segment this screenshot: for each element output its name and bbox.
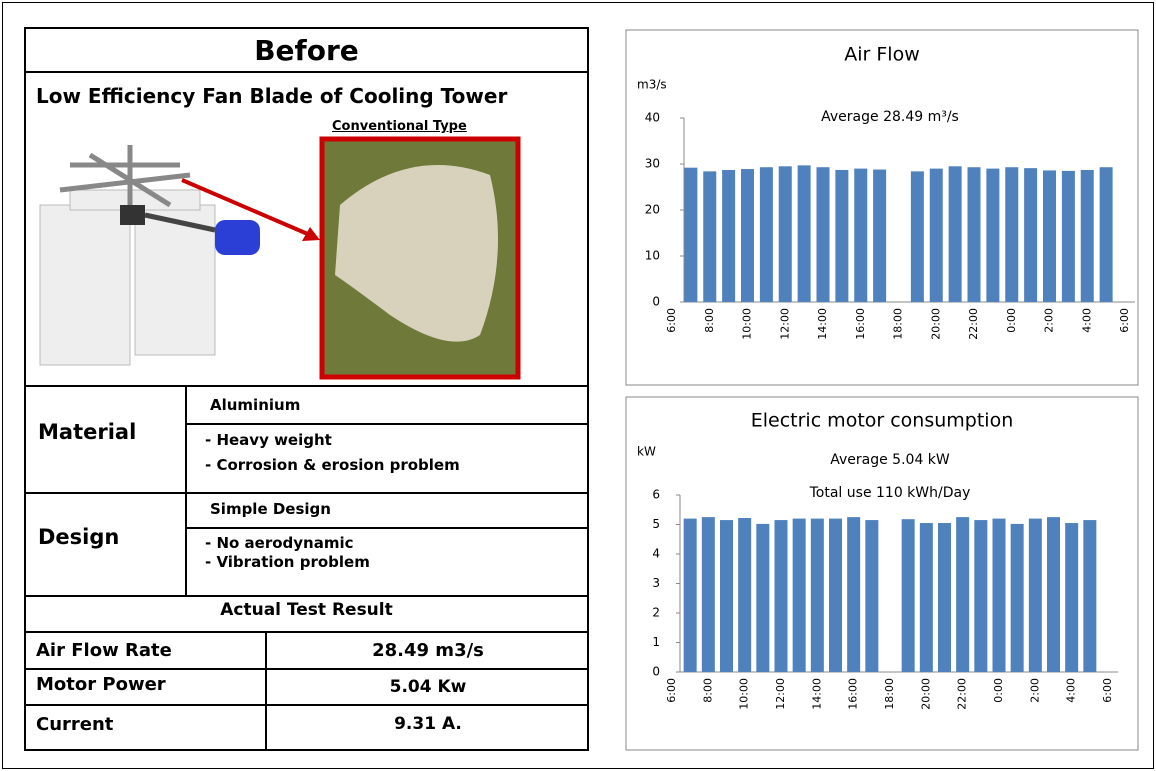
bar	[811, 519, 824, 672]
x-tick-label: 16:00	[847, 678, 860, 710]
y-tick-label: 20	[645, 203, 660, 217]
x-tick-label: 6:00	[1118, 308, 1131, 333]
x-tick-label: 14:00	[816, 308, 829, 340]
x-tick-label: 6:00	[665, 308, 678, 333]
bar	[835, 170, 848, 302]
bar	[741, 169, 754, 302]
annotation: Average 28.49 m³/s	[821, 109, 959, 125]
bar	[793, 519, 806, 672]
bar	[956, 517, 969, 672]
bar	[902, 519, 915, 672]
y-tick-label: 0	[652, 295, 660, 309]
bar	[722, 170, 735, 302]
x-tick-label: 8:00	[703, 308, 716, 333]
bar	[1024, 168, 1037, 302]
bar	[1100, 167, 1113, 302]
y-tick-label: 0	[652, 665, 660, 679]
bar	[911, 171, 924, 302]
x-tick-label: 6:00	[665, 678, 678, 703]
y-tick-label: 3	[652, 576, 660, 590]
bar	[720, 520, 733, 672]
bar	[847, 517, 860, 672]
bar	[920, 523, 933, 672]
bar	[865, 520, 878, 672]
bar	[760, 167, 773, 302]
y-axis-label: kW	[637, 445, 656, 459]
bar	[1065, 523, 1078, 672]
page: {"panel": {"title": "Before", "subtitle"…	[0, 0, 1156, 771]
x-tick-label: 2:00	[1043, 308, 1056, 333]
bar	[1062, 171, 1075, 302]
chart-title: Air Flow	[844, 44, 920, 66]
bar	[1083, 520, 1096, 672]
bar	[798, 165, 811, 302]
bar	[1047, 517, 1060, 672]
bar	[873, 170, 886, 302]
y-tick-label: 2	[652, 606, 660, 620]
x-tick-label: 2:00	[1028, 678, 1041, 703]
x-tick-label: 22:00	[956, 678, 969, 710]
bar	[1043, 170, 1056, 302]
bar	[993, 519, 1006, 672]
charts: Air Flowm3/sAverage 28.49 m³/s0102030406…	[0, 0, 1156, 771]
x-tick-label: 12:00	[774, 678, 787, 710]
x-tick-label: 0:00	[1005, 308, 1018, 333]
x-tick-label: 0:00	[992, 678, 1005, 703]
bar	[1005, 167, 1018, 302]
y-tick-label: 40	[645, 111, 660, 125]
y-tick-label: 30	[645, 157, 660, 171]
y-tick-label: 6	[652, 488, 660, 502]
x-tick-label: 8:00	[701, 678, 714, 703]
x-tick-label: 18:00	[892, 308, 905, 340]
x-tick-label: 10:00	[741, 308, 754, 340]
bar	[702, 517, 715, 672]
bar	[938, 523, 951, 672]
bar	[949, 166, 962, 302]
bar	[1011, 524, 1024, 672]
bar	[703, 171, 716, 302]
x-tick-label: 20:00	[929, 308, 942, 340]
bar	[817, 167, 830, 302]
y-tick-label: 1	[652, 635, 660, 649]
y-tick-label: 4	[652, 547, 660, 561]
bar	[1029, 519, 1042, 672]
annotation: Average 5.04 kW	[830, 452, 950, 468]
x-tick-label: 14:00	[810, 678, 823, 710]
bar	[829, 519, 842, 672]
annotation: Total use 110 kWh/Day	[809, 485, 971, 501]
x-tick-label: 18:00	[883, 678, 896, 710]
y-axis-label: m3/s	[637, 78, 667, 92]
bar	[1081, 170, 1094, 302]
bar	[738, 518, 751, 672]
y-tick-label: 10	[645, 249, 660, 263]
x-tick-label: 10:00	[738, 678, 751, 710]
bar	[779, 166, 792, 302]
bar	[684, 168, 697, 302]
x-tick-label: 22:00	[967, 308, 980, 340]
bar	[854, 169, 867, 302]
x-tick-label: 4:00	[1080, 308, 1093, 333]
x-tick-label: 20:00	[919, 678, 932, 710]
bar	[930, 169, 943, 302]
bar	[986, 169, 999, 302]
bar	[968, 167, 981, 302]
x-tick-label: 16:00	[854, 308, 867, 340]
bar	[974, 520, 987, 672]
x-tick-label: 4:00	[1065, 678, 1078, 703]
y-tick-label: 5	[652, 517, 660, 531]
x-tick-label: 6:00	[1101, 678, 1114, 703]
bar	[775, 520, 788, 672]
chart-title: Electric motor consumption	[751, 410, 1014, 432]
bar	[756, 524, 769, 672]
bar	[684, 519, 697, 672]
x-tick-label: 12:00	[778, 308, 791, 340]
